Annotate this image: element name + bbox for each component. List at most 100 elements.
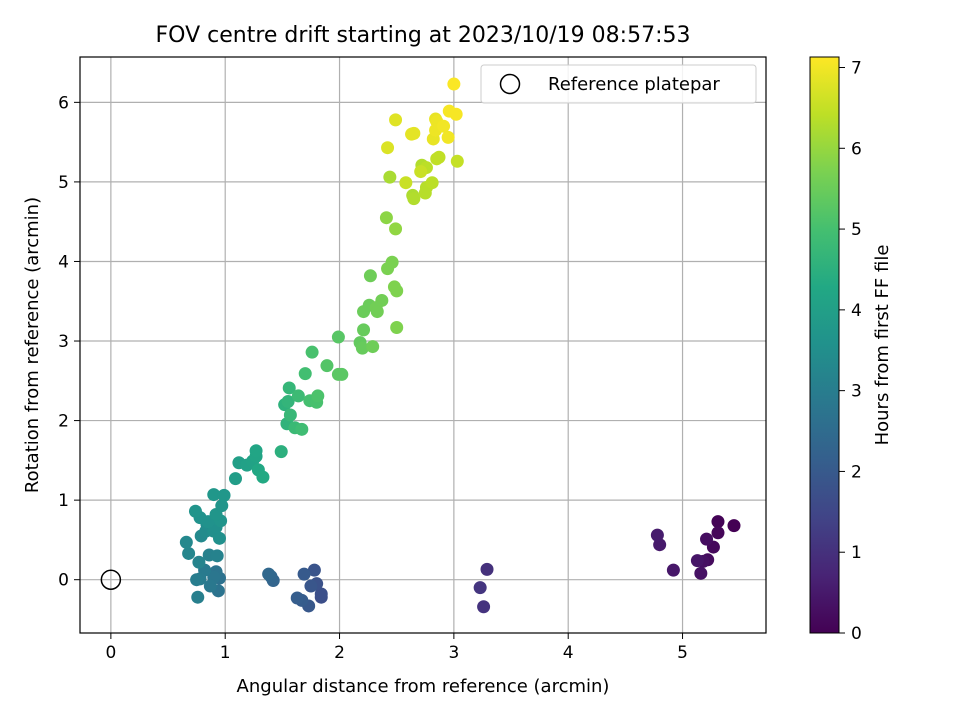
colorbar-tick-label: 6 (851, 139, 862, 159)
data-point (383, 170, 397, 184)
colorbar-tick-label: 4 (851, 301, 862, 321)
data-point (335, 367, 349, 381)
data-point (331, 330, 345, 344)
data-point (207, 488, 221, 502)
data-point (473, 581, 487, 595)
data-point (711, 526, 725, 540)
data-point (727, 519, 741, 533)
data-point (256, 470, 270, 484)
data-point (477, 600, 491, 614)
data-point (249, 444, 263, 458)
data-point (407, 192, 421, 206)
data-point (192, 555, 206, 569)
data-point (283, 408, 297, 422)
colorbar-tick-label: 3 (851, 382, 862, 402)
data-point (355, 341, 369, 355)
chart-title: FOV centre drift starting at 2023/10/19 … (156, 23, 691, 48)
data-point (314, 587, 328, 601)
data-point (437, 119, 451, 133)
colorbar-tick-label: 7 (851, 59, 862, 79)
colorbar-label: Hours from first FF file (872, 245, 893, 446)
x-tick-label: 1 (220, 643, 231, 663)
legend-marker-icon (499, 73, 521, 95)
legend-entry-reference: Reference platepar (548, 74, 720, 95)
data-point (432, 150, 446, 164)
data-point (370, 305, 384, 319)
y-tick-label: 1 (58, 491, 69, 511)
data-point (694, 566, 708, 580)
y-tick-label: 6 (58, 93, 69, 113)
data-point (297, 567, 311, 581)
data-point (191, 590, 205, 604)
data-point (450, 154, 464, 168)
colorbar-tick-label: 5 (851, 220, 862, 240)
data-point (389, 113, 403, 127)
x-tick-label: 2 (334, 643, 345, 663)
y-axis-ticks: 0 1 2 3 4 5 6 (58, 93, 80, 591)
data-point (390, 284, 404, 298)
colorbar-gradient (809, 56, 840, 634)
data-point (390, 320, 404, 334)
data-point (711, 515, 725, 529)
data-point (290, 591, 304, 605)
data-point (281, 394, 295, 408)
data-points (179, 77, 741, 614)
data-point (375, 293, 389, 307)
reference-marker (100, 569, 122, 590)
y-tick-label: 4 (58, 252, 69, 272)
data-point (389, 222, 403, 236)
data-point (407, 126, 421, 140)
data-point (381, 141, 395, 155)
y-tick-label: 3 (58, 332, 69, 352)
data-point (282, 381, 296, 395)
y-tick-label: 0 (58, 571, 69, 591)
data-point (217, 488, 231, 502)
data-point (379, 211, 393, 225)
legend: Reference platepar (480, 64, 757, 104)
colorbar-tick-label: 2 (851, 462, 862, 482)
data-point (228, 472, 242, 486)
data-point (305, 345, 319, 359)
x-axis-ticks: 0 1 2 3 4 5 (105, 633, 688, 663)
x-tick-label: 3 (448, 643, 459, 663)
data-point (385, 255, 399, 269)
data-point (212, 531, 226, 545)
y-axis-label: Rotation from reference (arcmin) (22, 197, 43, 493)
data-point (179, 535, 193, 549)
data-point (298, 367, 312, 381)
data-point (203, 579, 217, 593)
data-point (690, 554, 704, 568)
x-tick-label: 5 (677, 643, 688, 663)
y-tick-label: 5 (58, 173, 69, 193)
data-point (215, 499, 229, 513)
data-point (295, 422, 309, 436)
data-point (441, 130, 455, 144)
data-point (357, 323, 371, 337)
data-point (366, 340, 380, 354)
x-tick-label: 4 (563, 643, 574, 663)
data-point (304, 579, 318, 593)
data-point (307, 563, 321, 577)
data-point (399, 176, 413, 190)
data-point (363, 269, 377, 283)
data-point (262, 567, 276, 581)
data-point (188, 504, 202, 518)
colorbar-tick-label: 0 (851, 624, 862, 644)
y-tick-label: 2 (58, 412, 69, 432)
data-point (700, 532, 714, 546)
x-tick-label: 0 (105, 643, 116, 663)
data-point (311, 389, 325, 403)
data-point (320, 359, 334, 373)
colorbar-ticks: 0 1 2 3 4 5 6 7 (839, 59, 862, 644)
data-point (449, 107, 463, 121)
data-point (274, 445, 288, 459)
colorbar: 0 1 2 3 4 5 6 7 Hours from first FF file (809, 56, 893, 644)
data-point (447, 77, 461, 91)
plot-frame (79, 56, 767, 634)
data-point (210, 549, 224, 563)
data-point (190, 573, 204, 587)
data-point (480, 562, 494, 576)
x-axis-label: Angular distance from reference (arcmin) (237, 676, 610, 697)
legend-box (480, 64, 757, 104)
